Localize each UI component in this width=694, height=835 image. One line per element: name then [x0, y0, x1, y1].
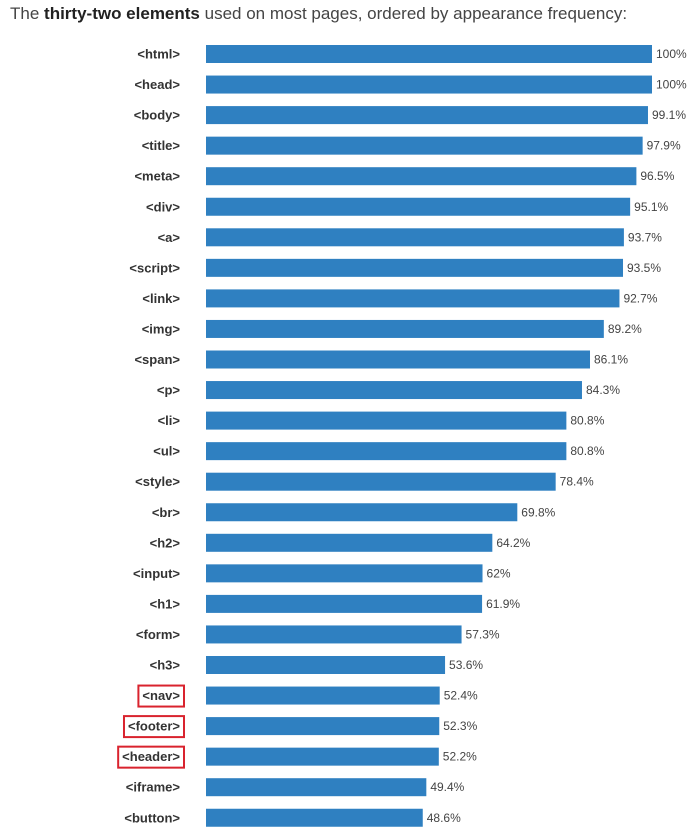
- category-label-h3: <h3>: [150, 658, 181, 673]
- data-label-img: 89.2%: [608, 322, 642, 336]
- bar-footer: [206, 717, 440, 736]
- bar-img: [206, 319, 604, 338]
- data-label-style: 78.4%: [560, 475, 594, 489]
- bar-style: [206, 472, 556, 491]
- bar-body: [206, 106, 648, 125]
- data-label-footer: 52.3%: [443, 719, 477, 733]
- category-label-html: <html>: [137, 47, 180, 62]
- data-label-header: 52.2%: [443, 750, 477, 764]
- heading-prefix: The: [10, 4, 45, 23]
- data-label-h1: 61.9%: [486, 597, 520, 611]
- data-label-body: 99.1%: [652, 108, 686, 122]
- category-label-title: <title>: [142, 138, 181, 153]
- data-label-a: 93.7%: [628, 230, 662, 244]
- category-label-button: <button>: [124, 810, 180, 825]
- bar-ul: [206, 442, 567, 461]
- bar-link: [206, 289, 620, 308]
- category-label-iframe: <iframe>: [126, 780, 181, 795]
- category-label-div: <div>: [146, 199, 180, 214]
- bar-h3: [206, 656, 446, 674]
- category-label-script: <script>: [129, 260, 180, 275]
- bar-script: [206, 258, 624, 277]
- category-label-span: <span>: [134, 352, 180, 367]
- category-label-a: <a>: [158, 230, 181, 245]
- bar-form: [206, 625, 462, 644]
- bar-br: [206, 503, 518, 522]
- category-label-nav: <nav>: [142, 688, 180, 703]
- bar-span: [206, 350, 591, 369]
- category-label-footer: <footer>: [128, 719, 180, 734]
- bar-head: [206, 75, 652, 94]
- highlight-box-footer: [122, 715, 185, 739]
- category-label-form: <form>: [136, 627, 180, 642]
- data-label-html: 100%: [656, 47, 687, 61]
- bar-nav: [206, 686, 440, 705]
- data-label-script: 93.5%: [627, 261, 661, 275]
- bar-h2: [206, 533, 493, 552]
- data-label-span: 86.1%: [594, 353, 628, 367]
- category-label-meta: <meta>: [134, 169, 180, 184]
- data-label-meta: 96.5%: [640, 169, 674, 183]
- category-label-head: <head>: [134, 77, 180, 92]
- category-label-br: <br>: [152, 505, 181, 520]
- highlight-box-nav: [137, 684, 185, 708]
- data-label-p: 84.3%: [586, 383, 620, 397]
- data-label-h2: 64.2%: [496, 536, 530, 550]
- data-label-head: 100%: [656, 78, 687, 92]
- heading-suffix: used on most pages, ordered by appearanc…: [199, 4, 628, 23]
- bar-button: [206, 808, 423, 827]
- data-label-form: 57.3%: [466, 627, 500, 641]
- category-label-ul: <ul>: [153, 444, 180, 459]
- category-label-body: <body>: [134, 108, 181, 123]
- category-label-h1: <h1>: [150, 596, 181, 611]
- data-label-title: 97.9%: [647, 139, 681, 153]
- bar-html: [206, 45, 652, 63]
- heading-bold: thirty-two elements: [44, 4, 200, 23]
- bar-iframe: [206, 778, 427, 797]
- category-label-style: <style>: [135, 474, 180, 489]
- category-label-header: <header>: [122, 749, 180, 764]
- data-label-button: 48.6%: [427, 811, 461, 825]
- bar-meta: [206, 167, 637, 186]
- bar-li: [206, 411, 567, 430]
- data-label-li: 80.8%: [570, 414, 604, 428]
- category-label-p: <p>: [157, 383, 181, 398]
- data-label-link: 92.7%: [623, 291, 657, 305]
- category-label-h2: <h2>: [150, 535, 181, 550]
- category-label-input: <input>: [133, 566, 180, 581]
- highlight-box-header: [117, 745, 185, 769]
- data-label-iframe: 49.4%: [430, 780, 464, 794]
- bar-input: [206, 564, 483, 583]
- category-label-img: <img>: [142, 321, 181, 336]
- data-label-div: 95.1%: [634, 200, 668, 214]
- bar-header: [206, 747, 439, 766]
- bar-div: [206, 197, 631, 216]
- bar-h1: [206, 594, 483, 613]
- data-label-input: 62%: [487, 566, 511, 580]
- data-label-h3: 53.6%: [449, 658, 483, 672]
- data-label-br: 69.8%: [521, 505, 555, 519]
- chart-heading: The thirty-two elements used on most pag…: [10, 2, 690, 26]
- category-label-link: <link>: [142, 291, 180, 306]
- bar-a: [206, 228, 624, 247]
- data-label-ul: 80.8%: [570, 444, 604, 458]
- data-label-nav: 52.4%: [444, 689, 478, 703]
- bar-p: [206, 381, 582, 400]
- category-label-li: <li>: [158, 413, 181, 428]
- bar-title: [206, 136, 643, 155]
